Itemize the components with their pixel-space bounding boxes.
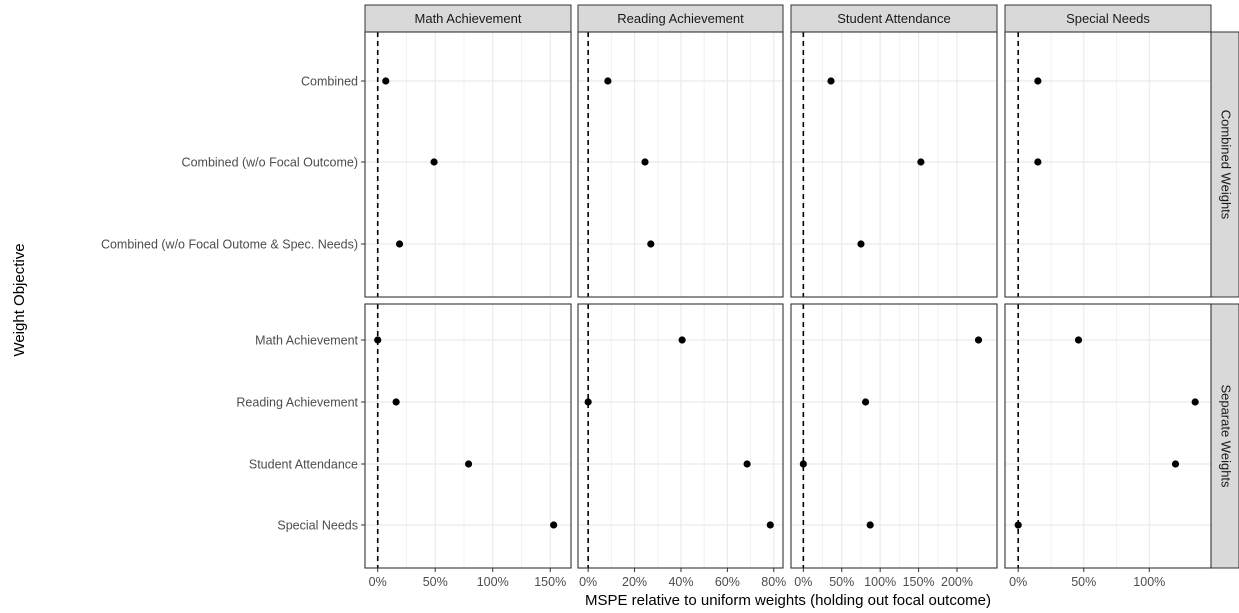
data-point <box>1074 336 1083 344</box>
data-point <box>1191 398 1199 406</box>
data-point <box>974 336 983 344</box>
x-tick-label: 0% <box>579 575 597 589</box>
panel-border <box>364 303 572 569</box>
data-point <box>766 521 774 529</box>
x-tick-label: 0% <box>1009 575 1027 589</box>
data-point <box>917 158 925 166</box>
data-point <box>743 460 751 468</box>
data-point <box>430 158 438 166</box>
facet-strip <box>790 4 998 33</box>
facet-strip <box>364 4 572 33</box>
data-point <box>604 77 612 85</box>
facet-strip-label: Student Attendance <box>837 11 950 26</box>
data-point <box>857 240 865 248</box>
y-category-label: Combined <box>301 75 358 89</box>
facet-strip <box>577 4 784 33</box>
data-point <box>861 398 870 406</box>
panel-border <box>790 31 998 298</box>
data-point <box>1171 460 1180 468</box>
x-tick-label: 100% <box>864 575 896 589</box>
data-point <box>395 240 404 248</box>
panel-background <box>365 32 571 297</box>
data-point <box>1014 521 1022 529</box>
y-category-label: Student Attendance <box>249 458 358 472</box>
x-tick-label: 150% <box>534 575 566 589</box>
data-point <box>866 521 874 529</box>
x-tick-label: 40% <box>668 575 693 589</box>
y-category-label: Math Achievement <box>255 334 358 348</box>
panel-border <box>1004 31 1212 298</box>
data-point <box>392 398 400 406</box>
panel-border <box>790 303 998 569</box>
panel-background <box>365 304 571 568</box>
x-tick-label: 200% <box>941 575 973 589</box>
panel-background <box>791 304 997 568</box>
data-point <box>641 158 649 166</box>
panel-background <box>791 32 997 297</box>
row-strip-label: Combined Weights <box>1219 110 1234 220</box>
panel-background <box>1005 304 1211 568</box>
panel-border <box>364 31 572 298</box>
y-axis-title: Weight Objective <box>11 243 28 356</box>
x-tick-label: 100% <box>1133 575 1165 589</box>
x-tick-label: 50% <box>829 575 854 589</box>
facet-strip-label: Reading Achievement <box>617 11 744 26</box>
x-tick-label: 50% <box>423 575 448 589</box>
x-tick-label: 80% <box>761 575 786 589</box>
data-point <box>827 77 835 85</box>
data-point <box>550 521 558 529</box>
data-point <box>584 398 592 406</box>
x-tick-label: 150% <box>903 575 935 589</box>
y-category-label: Reading Achievement <box>236 396 358 410</box>
x-tick-label: 100% <box>477 575 509 589</box>
x-tick-label: 0% <box>794 575 812 589</box>
data-point <box>382 77 390 85</box>
panel-border <box>577 31 784 298</box>
y-category-label: Combined (w/o Focal Outcome) <box>182 156 358 170</box>
facet-strip-label: Special Needs <box>1066 11 1150 26</box>
facet-strip <box>1004 4 1212 33</box>
data-point <box>374 336 382 344</box>
data-point <box>1034 158 1042 166</box>
data-point <box>1034 77 1042 85</box>
x-tick-label: 50% <box>1071 575 1096 589</box>
y-category-label: Combined (w/o Focal Outome & Spec. Needs… <box>101 238 358 252</box>
y-category-label: Special Needs <box>277 519 358 533</box>
row-strip-label: Separate Weights <box>1219 384 1234 488</box>
x-tick-label: 20% <box>622 575 647 589</box>
data-point <box>647 240 655 248</box>
data-point <box>678 336 686 344</box>
row-strip <box>1210 31 1239 298</box>
data-point <box>464 460 473 468</box>
x-tick-label: 60% <box>715 575 740 589</box>
x-axis-title: MSPE relative to uniform weights (holdin… <box>585 592 991 609</box>
panel-border <box>1004 303 1212 569</box>
facet-strip-label: Math Achievement <box>415 11 522 26</box>
data-point <box>799 460 807 468</box>
x-tick-label: 0% <box>369 575 387 589</box>
